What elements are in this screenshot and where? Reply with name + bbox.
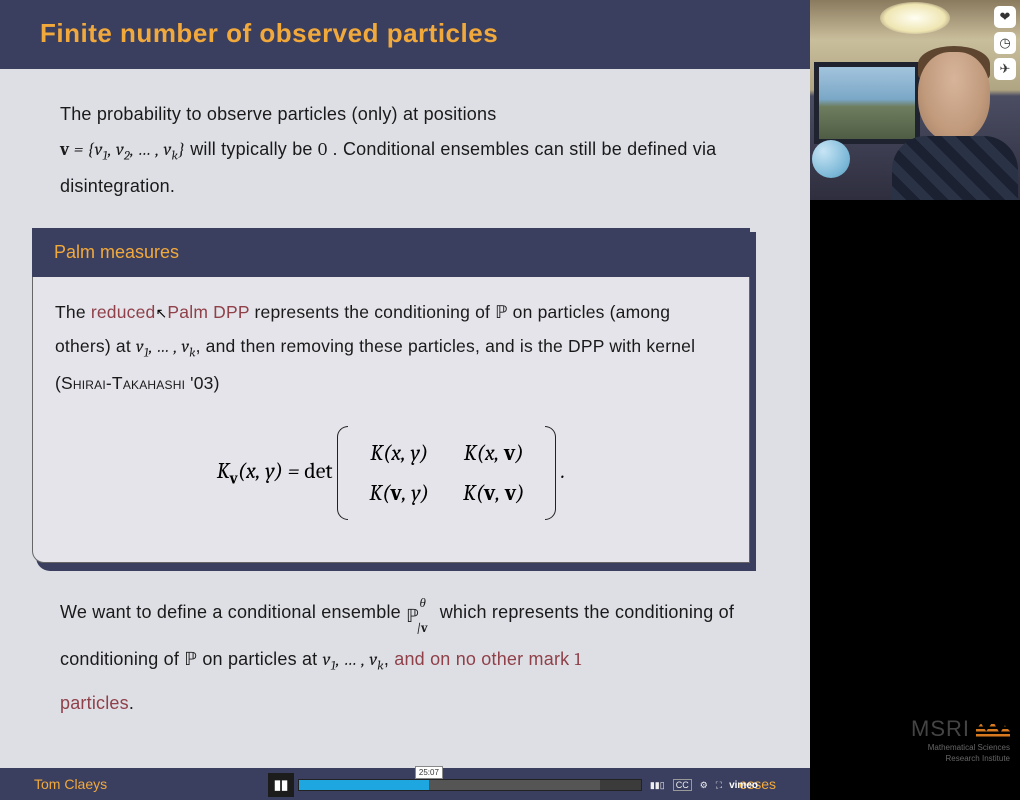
msri-sub1: Mathematical Sciences xyxy=(820,744,1010,753)
after-t5: . xyxy=(129,693,134,713)
footer-author: Tom Claeys xyxy=(34,776,107,792)
after-t4: , xyxy=(384,649,394,669)
box-emph-1b: Palm DPP xyxy=(167,302,249,322)
heart-icon[interactable]: ❤ xyxy=(994,6,1016,28)
after-t3: on particles at xyxy=(197,649,322,669)
math-prob-cond: ℙθ|v xyxy=(406,595,419,638)
box-emph-1a: reduced xyxy=(91,302,156,322)
math-prob-1: ℙ xyxy=(495,302,507,322)
pause-button[interactable]: ▮▮ xyxy=(268,773,294,797)
clock-icon[interactable]: ◷ xyxy=(994,32,1016,54)
webcam-painting xyxy=(814,62,920,144)
msri-logo-area: MSRI Mathematical Sciences Research Inst… xyxy=(820,716,1010,764)
fullscreen-icon[interactable]: ⛶ xyxy=(716,780,722,791)
msri-wave-icon xyxy=(976,719,1010,739)
webcam-feed: ❤ ◷ ✈ xyxy=(810,0,1020,200)
after-t1: We want to define a conditional ensemble xyxy=(60,602,406,622)
box-header: Palm measures xyxy=(32,228,750,277)
m22: K(v, v) xyxy=(447,474,541,512)
msri-logo: MSRI xyxy=(911,716,1010,742)
slide-content: The probability to observe particles (on… xyxy=(0,69,810,768)
closing-paragraph: We want to define a conditional ensemble… xyxy=(60,591,750,725)
intro-zero: 0 xyxy=(318,139,328,160)
formula-period: . xyxy=(561,458,565,484)
box-vlist: v1, … , vk xyxy=(136,337,196,357)
intro-paragraph: The probability to observe particles (on… xyxy=(60,97,750,204)
slide-title: Finite number of observed particles xyxy=(40,18,770,49)
palm-box: Palm measures The reduced↖Palm DPP repre… xyxy=(32,228,750,563)
formula-lhs: Kv(x, y) = det xyxy=(217,458,333,484)
after-t2: which represents the conditioning of xyxy=(435,602,735,622)
after-emph-b: particles xyxy=(60,693,129,713)
box-paragraph: The reduced↖Palm DPP represents the cond… xyxy=(55,295,727,400)
math-prob-2: ℙ xyxy=(184,649,197,669)
box-ref: Shirai-Takahashi '03 xyxy=(61,373,214,393)
right-panel: ❤ ◷ ✈ MSRI Mathematical Sciences Researc… xyxy=(810,0,1020,800)
slide-area: Finite number of observed particles The … xyxy=(0,0,810,800)
cursor-icon: ↖ xyxy=(155,305,167,321)
webcam-body xyxy=(892,136,1018,200)
box-t2: represents the conditioning of xyxy=(249,302,495,322)
m11: K(x, y) xyxy=(353,434,445,472)
after-emph-a: and on no other mark xyxy=(394,649,574,669)
after-vlist: v1, … , vk xyxy=(323,649,384,670)
webcam-light xyxy=(880,2,950,34)
msri-text: MSRI xyxy=(911,716,970,742)
progress-played xyxy=(299,780,429,790)
box-title: Palm measures xyxy=(54,242,179,262)
webcam-globe xyxy=(812,140,850,178)
timestamp-bubble: 25:07 xyxy=(415,766,443,779)
after-emph-one: 1 xyxy=(575,649,582,670)
settings-icon[interactable]: ⚙ xyxy=(700,780,708,791)
formula-matrix: K(x, y) K(x, v) K(v, y) K(v, v) xyxy=(337,426,556,520)
progress-bar[interactable]: 25:07 xyxy=(298,779,642,791)
send-icon[interactable]: ✈ xyxy=(994,58,1016,80)
kernel-formula: Kv(x, y) = det K(x, y) K(x, v) K(v, y) K… xyxy=(55,426,727,520)
box-body: The reduced↖Palm DPP represents the cond… xyxy=(32,277,750,563)
box-t1: The xyxy=(55,302,91,322)
cc-button[interactable]: CC xyxy=(673,779,692,791)
volume-icon[interactable]: ▮▮▯ xyxy=(650,780,665,791)
webcam-icon-column: ❤ ◷ ✈ xyxy=(994,6,1016,80)
webcam-head xyxy=(918,52,990,142)
slide-title-bar: Finite number of observed particles xyxy=(0,0,810,69)
m21: K(v, y) xyxy=(353,474,445,512)
vimeo-logo[interactable]: vimeo xyxy=(729,780,758,791)
intro-text-1: The probability to observe particles (on… xyxy=(60,104,496,124)
msri-sub2: Research Institute xyxy=(820,755,1010,764)
intro-text-2a: will typically be xyxy=(190,139,318,159)
math-v-set: v = {v1, v2, … , vk} xyxy=(60,139,185,160)
box-t5: ) xyxy=(214,373,220,393)
m12: K(x, v) xyxy=(447,434,541,472)
video-player-bar: ▮▮ 25:07 ▮▮▯ CC ⚙ ⛶ vimeo xyxy=(268,773,758,797)
